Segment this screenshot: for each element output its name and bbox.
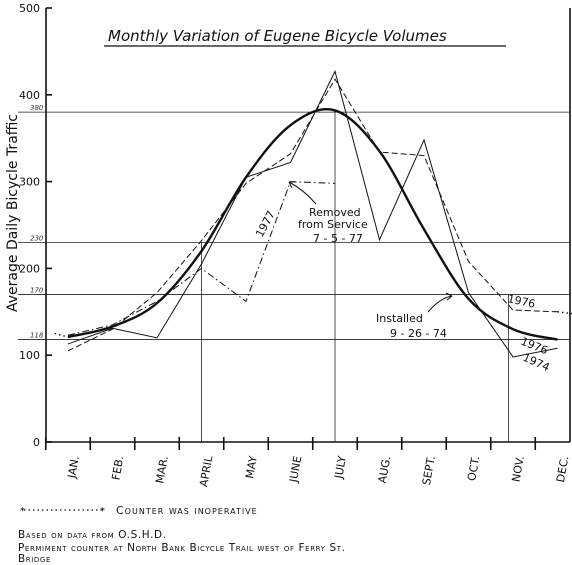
annotation-installed: Installed 9 - 26 - 74	[376, 292, 453, 340]
annotation-removed-line3: 7 - 5 - 77	[313, 232, 363, 245]
y-tick-label: 300	[19, 176, 40, 189]
y-tick-label: 500	[19, 2, 40, 15]
month-label: JULY	[332, 455, 349, 481]
annotation-removed: Removed from Service 7 - 5 - 77	[288, 181, 368, 245]
x-ticks: JAN. FEB. MAR. APRIL MAY JUNE JULY AUG. SEPT. OCT…	[44, 437, 571, 488]
month-label: MAY	[243, 455, 260, 480]
footer-line-3: Bridge	[18, 553, 51, 565]
series-lines	[54, 69, 572, 358]
month-label: DEC.	[554, 455, 571, 483]
reference-lines: 380 230 170 118	[18, 104, 570, 442]
series-label-1974: 1974	[521, 351, 552, 374]
reference-line-label: 118	[30, 332, 44, 340]
annotation-removed-line1: Removed	[309, 206, 361, 219]
month-label: NOV.	[510, 455, 527, 483]
month-label: APRIL	[197, 454, 215, 488]
annotation-removed-arrowhead	[288, 181, 296, 189]
month-label: MAR.	[153, 455, 171, 485]
series-line-inoperative	[557, 311, 572, 315]
legend-inoperative: * * Counter was inoperative	[20, 504, 258, 517]
reference-line-label: 230	[30, 234, 44, 242]
y-tick-label: 400	[19, 89, 40, 102]
footer-line-2: Permiment counter at North Bank Bicycle …	[18, 542, 346, 554]
y-tick-label: 0	[33, 436, 40, 449]
annotation-installed-line1: Installed	[376, 312, 423, 325]
chart-title: Monthly Variation of Eugene Bicycle Volu…	[108, 27, 447, 45]
y-ticks: 0 100 200 300 400 500	[19, 2, 52, 449]
series-line-1976	[67, 78, 558, 352]
annotation-installed-arrow	[427, 295, 453, 313]
month-label: SEPT.	[420, 455, 438, 486]
series-label-1977: 1977	[253, 209, 278, 240]
annotation-installed-arrowhead	[445, 292, 453, 301]
reference-line-label: 380	[30, 104, 44, 112]
month-label: AUG.	[376, 455, 394, 484]
series-line-average	[67, 108, 558, 341]
annotation-removed-arrow	[288, 181, 317, 205]
legend-inoperative-text: Counter was inoperative	[116, 504, 258, 517]
legend-star-left: *	[20, 506, 25, 517]
series-label-1976-top: 1976	[506, 292, 536, 311]
footer-line-1: Based on data from O.S.H.D.	[18, 529, 167, 541]
y-axis-label: Average Daily Bicycle Traffic	[5, 114, 21, 312]
legend-star-right: *	[100, 506, 105, 517]
y-tick-label: 100	[19, 349, 40, 362]
month-label: OCT.	[465, 455, 482, 482]
month-label: FEB.	[109, 455, 126, 481]
annotation-removed-line2: from Service	[298, 218, 368, 231]
annotation-installed-line2: 9 - 26 - 74	[390, 327, 447, 340]
month-label: JAN.	[65, 455, 82, 480]
y-tick-label: 200	[19, 262, 40, 275]
reference-line-label: 170	[30, 286, 44, 294]
month-label: JUNE	[287, 455, 305, 484]
series-line-inoperative	[54, 332, 69, 338]
